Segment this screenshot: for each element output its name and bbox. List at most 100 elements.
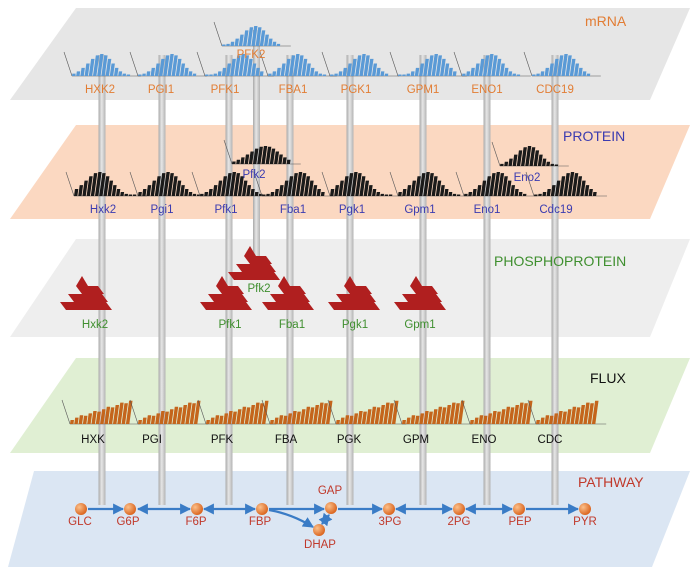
bar — [576, 176, 583, 196]
bar — [291, 173, 298, 196]
bar — [159, 411, 165, 424]
bar — [435, 55, 443, 76]
bar — [109, 63, 115, 76]
mrna-glyph-pfk2 — [213, 21, 291, 47]
bar — [540, 417, 545, 424]
bar — [478, 415, 484, 424]
bar — [591, 400, 599, 424]
bar — [208, 189, 213, 196]
bar — [213, 73, 218, 76]
bar — [138, 420, 142, 424]
bar — [504, 161, 509, 166]
bar — [97, 54, 104, 76]
mrna-label: ENO1 — [471, 84, 502, 96]
pillar — [286, 55, 294, 505]
bar — [225, 173, 232, 196]
bar — [449, 402, 456, 424]
bar — [270, 420, 274, 424]
bar — [431, 176, 438, 196]
bar — [122, 73, 127, 76]
bar — [269, 148, 276, 164]
protein-glyph-pfk2 — [223, 139, 301, 165]
bar — [251, 26, 258, 46]
bar — [342, 67, 348, 76]
bar — [380, 71, 385, 76]
bar — [574, 63, 580, 76]
pathway-node — [383, 503, 395, 515]
bar — [257, 403, 264, 424]
pathway-node-label: FBP — [249, 516, 272, 528]
bar — [216, 180, 223, 196]
protein-glyph — [321, 171, 403, 197]
bar — [209, 74, 213, 76]
phospho-label: Fba1 — [279, 319, 305, 331]
bar — [440, 407, 447, 424]
bar — [299, 173, 307, 196]
bar — [542, 158, 547, 166]
bar — [221, 67, 227, 76]
bar — [228, 272, 280, 280]
phospho-label: Hxk2 — [82, 319, 108, 331]
bar — [363, 180, 370, 196]
bar — [142, 73, 146, 76]
bar — [410, 180, 417, 196]
bar — [466, 71, 471, 76]
bar — [282, 415, 288, 424]
bar — [283, 180, 289, 196]
pathway-node-label: 2PG — [447, 516, 470, 528]
bar — [497, 173, 505, 196]
bar — [126, 74, 131, 76]
bar — [346, 173, 354, 196]
bar — [554, 164, 559, 166]
bar — [391, 400, 399, 424]
bar — [107, 180, 114, 196]
bar — [529, 147, 536, 166]
bar — [308, 180, 314, 196]
bar — [238, 34, 244, 46]
flux-label: HXK — [81, 434, 105, 446]
bar — [376, 67, 381, 76]
bar — [457, 400, 465, 424]
bar — [483, 55, 490, 76]
protein-label: Pgi1 — [150, 204, 173, 216]
bar — [226, 43, 230, 46]
bar — [508, 71, 513, 76]
bar — [146, 415, 152, 424]
mrna-glyph — [523, 51, 601, 77]
bar — [367, 58, 374, 76]
bar — [276, 43, 281, 46]
bar — [372, 63, 378, 76]
bar — [255, 27, 262, 46]
bar — [587, 403, 594, 424]
bar — [242, 55, 250, 76]
bar — [114, 67, 119, 76]
bar — [384, 73, 389, 76]
mrna-glyph — [259, 51, 337, 77]
bar — [86, 176, 93, 196]
bar — [78, 185, 84, 196]
bar — [259, 71, 264, 76]
bar — [533, 150, 540, 166]
protein-glyph — [253, 171, 335, 197]
bar — [82, 180, 88, 196]
bar — [246, 185, 252, 196]
bar — [414, 67, 420, 76]
pathway-node-label: 3PG — [378, 516, 401, 528]
bar — [330, 74, 334, 76]
bar — [121, 403, 128, 424]
bar — [272, 41, 277, 46]
pillar — [225, 55, 233, 505]
bar — [495, 58, 502, 76]
bar — [103, 176, 110, 196]
bar — [336, 294, 376, 302]
bar — [569, 58, 576, 76]
bar — [410, 286, 438, 294]
bar — [574, 407, 581, 424]
pathway-node-label: DHAP — [304, 539, 336, 551]
bar — [363, 55, 370, 76]
mrna-glyph — [196, 51, 274, 77]
bar — [265, 146, 272, 164]
bar — [380, 193, 385, 196]
bar — [338, 180, 344, 196]
